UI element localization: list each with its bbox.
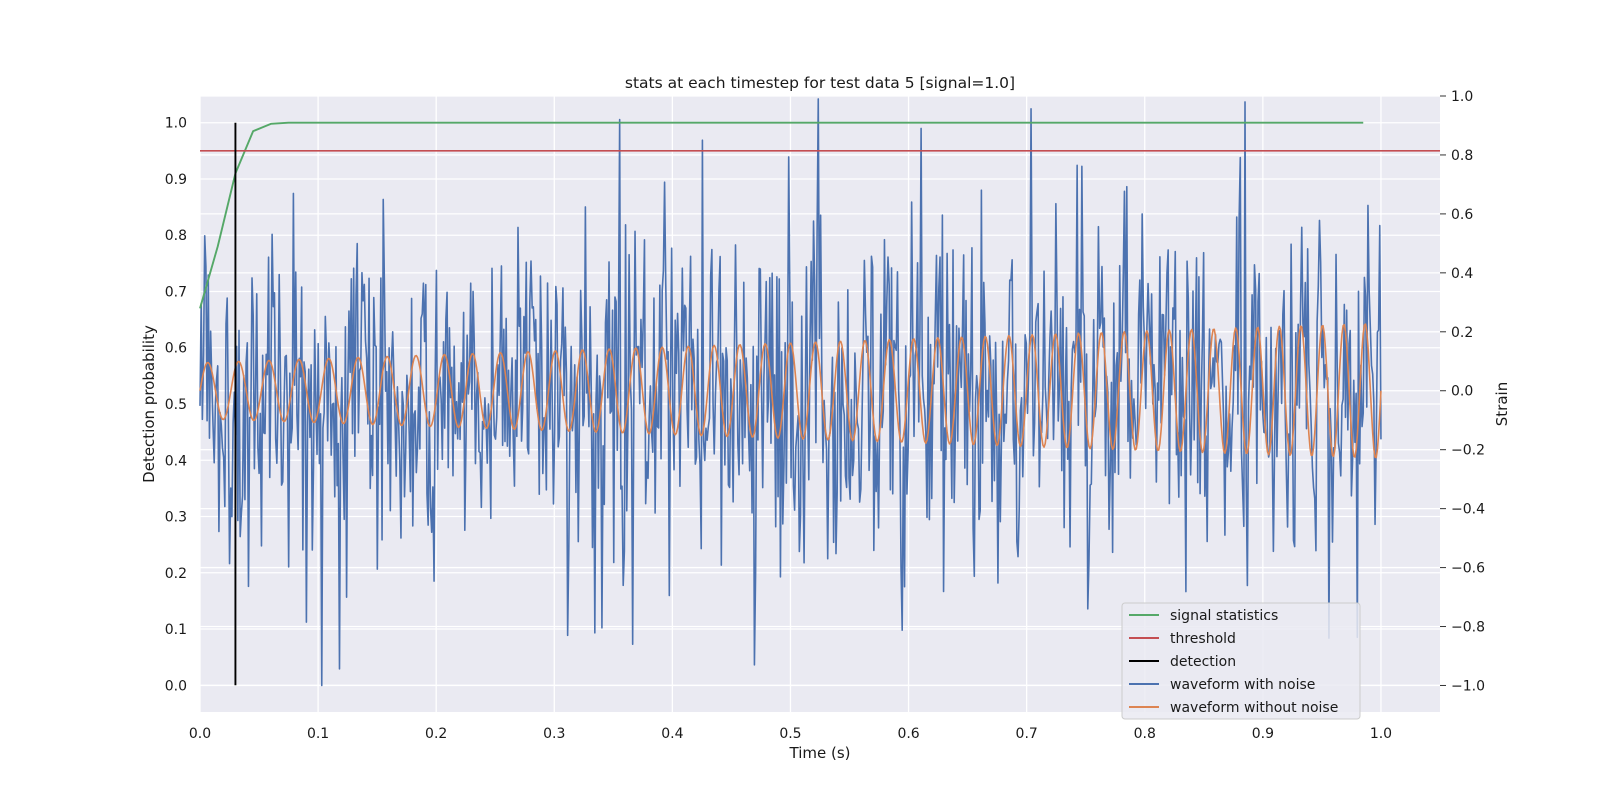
x-tick-label: 0.7	[1016, 726, 1038, 742]
y-left-tick-label: 0.0	[165, 678, 187, 694]
legend-label-signal-statistics: signal statistics	[1170, 608, 1278, 624]
legend-entry-waveform-with-noise: waveform with noise	[1129, 677, 1315, 693]
y-right-tick-label: 0.2	[1451, 325, 1473, 341]
legend-entry-signal-statistics: signal statistics	[1129, 608, 1278, 624]
legend-entry-waveform-without-noise: waveform without noise	[1129, 700, 1338, 716]
legend-entry-threshold: threshold	[1129, 631, 1236, 647]
y-right-tick-label: −0.4	[1451, 502, 1485, 518]
legend-entry-detection: detection	[1129, 654, 1236, 670]
legend-label-threshold: threshold	[1170, 631, 1236, 647]
y-left-tick-label: 0.9	[165, 172, 187, 188]
y-right-tick-label: 1.0	[1451, 89, 1473, 105]
y-right-tick-label: 0.8	[1451, 148, 1473, 164]
legend-frame	[1121, 602, 1361, 720]
axes-layer: 0.0 0.1 0.2 0.3 0.4 0.5 0.6 0.7 0.8 0.9 1.0 0.0 0.1 0…	[165, 89, 1485, 742]
y-left-tick-label: 0.7	[165, 284, 187, 300]
y-right-tick-label: −1.0	[1451, 678, 1485, 694]
y-right-tick-label: −0.6	[1451, 561, 1485, 577]
y-left-tick-label: 0.3	[165, 510, 187, 526]
y-right-tick-label: 0.0	[1451, 384, 1473, 400]
legend: signal statistics threshold detection wa…	[1121, 602, 1361, 720]
y-axis-left-label: Detection probability	[140, 325, 158, 483]
x-tick-label: 0.3	[543, 726, 565, 742]
y-right-tick-label: −0.2	[1451, 443, 1485, 459]
x-tick-label: 0.1	[307, 726, 329, 742]
x-tick-label: 0.5	[779, 726, 801, 742]
legend-label-detection: detection	[1170, 654, 1236, 670]
x-tick-label: 0.9	[1252, 726, 1274, 742]
y-left-tick-label: 0.4	[165, 453, 187, 469]
legend-label-waveform-with-noise: waveform with noise	[1170, 677, 1315, 693]
y-left-tick-label: 0.2	[165, 566, 187, 582]
x-tick-label: 0.4	[661, 726, 683, 742]
legend-label-waveform-without-noise: waveform without noise	[1170, 700, 1338, 716]
y-left-tick-label: 1.0	[165, 116, 187, 132]
y-left-tick-label: 0.8	[165, 228, 187, 244]
y-right-tick-label: 0.6	[1451, 207, 1473, 223]
series-layer	[199, 98, 1440, 687]
chart-title: stats at each timestep for test data 5 […	[625, 74, 1015, 92]
y-axis-right-label: Strain	[1493, 382, 1511, 426]
y-right-tick-label: −0.8	[1451, 620, 1485, 636]
series-waveform-without-noise	[199, 323, 1382, 459]
x-tick-label: 0.6	[897, 726, 919, 742]
y-left-tick-label: 0.1	[165, 622, 187, 638]
x-axis-label: Time (s)	[789, 744, 851, 762]
y-left-tick-label: 0.5	[165, 397, 187, 413]
y-left-tick-label: 0.6	[165, 341, 187, 357]
y-right-tick-label: 0.4	[1451, 266, 1473, 282]
x-tick-label: 0.8	[1134, 726, 1156, 742]
x-tick-label: 0.0	[189, 726, 211, 742]
x-tick-label: 0.2	[425, 726, 447, 742]
x-tick-label: 1.0	[1370, 726, 1392, 742]
